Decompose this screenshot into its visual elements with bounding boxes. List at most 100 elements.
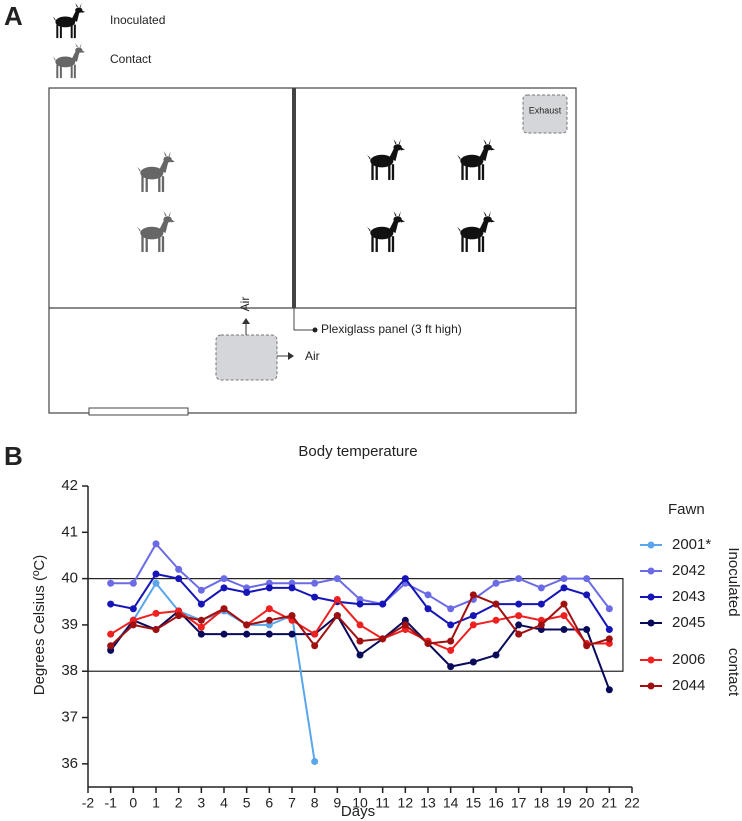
data-point xyxy=(197,623,205,631)
data-point xyxy=(288,630,296,638)
series-line xyxy=(109,581,316,762)
inoculated-deer xyxy=(367,211,405,252)
y-tick-label: 36 xyxy=(61,755,78,772)
data-point xyxy=(220,584,228,592)
data-point xyxy=(197,600,205,608)
legend-marker xyxy=(647,541,655,549)
data-point xyxy=(469,612,477,620)
data-point xyxy=(469,658,477,666)
x-tick-label: 18 xyxy=(534,795,550,811)
panel-label: B xyxy=(4,441,23,471)
y-tick-label: 38 xyxy=(61,662,78,679)
x-tick-label: 14 xyxy=(443,795,459,811)
data-point xyxy=(288,584,296,592)
data-point xyxy=(424,591,432,599)
data-point xyxy=(583,626,591,634)
data-point xyxy=(537,584,545,592)
legend-label: 2001* xyxy=(672,536,711,553)
legend-marker xyxy=(647,656,655,664)
data-point xyxy=(560,626,568,634)
data-point xyxy=(356,637,364,645)
data-point xyxy=(175,612,183,620)
x-tick-label: 3 xyxy=(197,795,205,811)
data-point xyxy=(243,621,251,629)
icon-contact xyxy=(52,43,86,79)
data-point xyxy=(560,575,568,583)
legend-marker xyxy=(647,682,655,690)
y-tick-label: 41 xyxy=(61,523,78,540)
data-point xyxy=(605,626,613,634)
data-point xyxy=(265,630,273,638)
data-point xyxy=(220,575,228,583)
data-point xyxy=(243,630,251,638)
panel-pointer xyxy=(293,308,314,331)
x-tick-label: 4 xyxy=(220,795,228,811)
x-tick-label: 5 xyxy=(243,795,251,811)
exhaust-box xyxy=(522,94,568,134)
x-tick-label: 8 xyxy=(311,795,319,811)
data-point xyxy=(583,591,591,599)
icon-inoculated xyxy=(52,3,86,39)
x-tick-label: 12 xyxy=(398,795,414,811)
chart-title: Body temperature xyxy=(298,443,417,460)
data-point xyxy=(515,612,523,620)
data-point xyxy=(424,639,432,647)
air-label: Air xyxy=(238,297,252,312)
x-tick-label: 13 xyxy=(420,795,436,811)
data-point xyxy=(311,579,319,587)
inoculated-deer xyxy=(367,139,405,180)
data-point xyxy=(447,637,455,645)
data-point xyxy=(152,540,160,548)
data-point xyxy=(107,630,115,638)
data-point xyxy=(583,575,591,583)
data-point xyxy=(333,575,341,583)
data-point xyxy=(515,630,523,638)
data-point xyxy=(492,651,500,659)
x-tick-label: 7 xyxy=(288,795,296,811)
data-point xyxy=(583,642,591,650)
x-tick-label: 2 xyxy=(175,795,183,811)
air-label: Air xyxy=(305,349,320,363)
data-point xyxy=(560,600,568,608)
data-point xyxy=(311,758,319,766)
arrowhead xyxy=(242,318,250,324)
legend-label: Inoculated xyxy=(110,13,165,27)
data-point xyxy=(492,600,500,608)
y-tick-label: 39 xyxy=(61,616,78,633)
data-point xyxy=(492,579,500,587)
data-point xyxy=(265,584,273,592)
x-tick-label: 20 xyxy=(579,795,595,811)
legend-group: Inoculated xyxy=(725,547,742,616)
data-point xyxy=(492,616,500,624)
data-point xyxy=(107,642,115,650)
data-point xyxy=(469,591,477,599)
data-point xyxy=(560,612,568,620)
contact-deer xyxy=(137,211,175,252)
data-point xyxy=(220,630,228,638)
data-point xyxy=(152,570,160,578)
x-tick-label: 11 xyxy=(375,795,390,811)
legend-label: 2045 xyxy=(672,614,705,631)
data-point xyxy=(107,600,115,608)
data-point xyxy=(605,635,613,643)
data-point xyxy=(265,605,273,613)
door xyxy=(88,407,189,416)
data-point xyxy=(424,605,432,613)
data-point xyxy=(197,630,205,638)
data-point xyxy=(311,642,319,650)
data-point xyxy=(129,605,137,613)
room xyxy=(48,87,577,414)
data-point xyxy=(311,630,319,638)
legend-marker xyxy=(647,619,655,627)
data-point xyxy=(288,612,296,620)
y-tick-label: 37 xyxy=(61,709,78,726)
data-point xyxy=(243,589,251,597)
x-tick-label: 1 xyxy=(152,795,160,811)
data-point xyxy=(356,651,364,659)
panel-label-text: Plexiglass panel (3 ft high) xyxy=(321,322,462,336)
contact-deer xyxy=(137,151,175,192)
data-point xyxy=(152,609,160,617)
legend-label: 2043 xyxy=(672,588,705,605)
data-point xyxy=(356,600,364,608)
